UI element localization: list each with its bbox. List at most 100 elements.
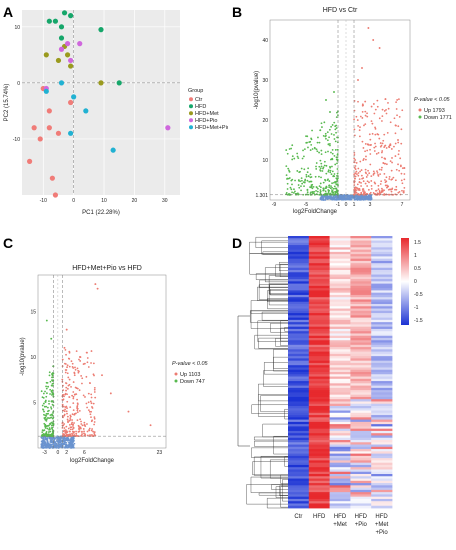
volcano-b-point-down xyxy=(334,187,337,190)
volcano-b-point-up xyxy=(358,178,361,181)
volcano-b-point-down xyxy=(307,146,309,149)
volcano-c-point-ns xyxy=(59,443,62,446)
volcano-b-point-down xyxy=(334,140,337,143)
volcano-c-point-up xyxy=(62,389,65,392)
pca-point xyxy=(68,63,74,69)
volcano-b-point-up xyxy=(366,112,368,115)
volcano-b-title: HFD vs Ctr xyxy=(323,7,358,14)
volcano-c-point-outlier xyxy=(78,355,81,358)
volcano-b-point-down xyxy=(319,189,322,191)
heatmap-cell xyxy=(371,240,393,244)
heatmap-cell xyxy=(371,290,393,294)
volcano-b-point-down xyxy=(328,189,331,192)
volcano-c-point-down xyxy=(48,371,51,374)
volcano-c-point-up xyxy=(78,389,81,392)
volcano-b-point-down xyxy=(319,167,322,170)
heatmap-cell xyxy=(329,496,351,500)
heatmap-cell xyxy=(350,374,372,377)
volcano-b-point-down xyxy=(330,158,332,161)
volcano-b-point-down xyxy=(286,177,289,180)
heatmap-cell xyxy=(371,319,393,323)
heatmap-cell xyxy=(371,281,393,284)
heatmap-cell xyxy=(288,319,310,323)
volcano-b-point-up xyxy=(354,168,357,171)
heatmap-cell xyxy=(350,272,372,275)
volcano-b-point-down xyxy=(309,192,312,194)
heatmap-cell xyxy=(308,260,330,264)
heatmap-cell xyxy=(371,410,393,414)
heatmap-cell xyxy=(308,474,330,477)
volcano-c-point-up xyxy=(66,431,69,434)
volcano-b-point-down xyxy=(328,184,330,187)
heatmap-cell xyxy=(308,410,330,414)
volcano-b-point-down xyxy=(324,179,327,182)
pca-point xyxy=(58,46,65,52)
heatmap-cell xyxy=(350,494,372,498)
volcano-b-point-down xyxy=(306,179,309,182)
heatmap-cell xyxy=(329,383,351,386)
heatmap-cell xyxy=(329,401,351,405)
volcano-b-point-up xyxy=(399,157,402,160)
volcano-c-point-up xyxy=(88,427,91,430)
heatmap-cell xyxy=(308,492,330,495)
volcano-c-point-ns xyxy=(50,443,53,446)
volcano-b-point-down xyxy=(309,186,312,188)
heatmap-cell xyxy=(350,383,372,386)
heatmap-cell xyxy=(288,394,310,398)
volcano-c-point-down xyxy=(40,390,43,393)
heatmap-cell xyxy=(350,496,372,500)
heatmap-cell xyxy=(329,433,351,436)
heatmap-cell xyxy=(308,503,330,507)
volcano-c-point-up xyxy=(75,430,77,433)
heatmap-cell xyxy=(329,449,351,452)
heatmap-cell xyxy=(308,390,330,393)
pca-y-tick: -10 xyxy=(13,137,20,143)
pca-legend-label: Ctr xyxy=(195,97,203,103)
heatmap-cell xyxy=(308,324,330,328)
heatmap-cell xyxy=(288,299,310,303)
heatmap-cell xyxy=(288,453,310,457)
heatmap-cell xyxy=(371,419,393,423)
volcano-b-point-up xyxy=(368,192,371,195)
pca-point xyxy=(31,125,37,131)
volcano-b-point-up xyxy=(373,112,376,115)
heatmap-cell xyxy=(350,304,372,307)
volcano-b-point-up xyxy=(361,104,364,107)
volcano-b-point-down xyxy=(321,126,323,128)
heatmap-cell xyxy=(329,428,351,432)
volcano-b-point-up xyxy=(400,128,403,131)
volcano-c-point-down xyxy=(51,432,54,435)
heatmap-cell xyxy=(308,245,330,248)
heatmap-cell xyxy=(308,496,330,500)
volcano-b-point-up xyxy=(373,150,376,152)
heatmap-cell xyxy=(371,455,393,459)
heatmap-cell xyxy=(329,358,351,362)
volcano-c-point-up xyxy=(63,427,66,429)
heatmap-cell xyxy=(288,464,310,468)
volcano-c-point-up xyxy=(73,422,75,424)
volcano-c-point-up xyxy=(65,386,68,389)
volcano-c-point-up xyxy=(72,402,75,405)
heatmap-cell xyxy=(308,430,330,434)
heatmap-cell xyxy=(350,372,372,375)
volcano-c-point-down xyxy=(51,374,54,377)
volcano-c-point-up xyxy=(92,402,95,405)
heatmap-cell xyxy=(371,360,393,364)
volcano-b-point-up xyxy=(395,108,398,110)
heatmap-cell xyxy=(371,258,393,262)
volcano-c-point-down xyxy=(50,373,53,375)
volcano-c-point-down xyxy=(50,421,53,424)
heatmap-cell xyxy=(288,410,310,414)
volcano-b-point-up xyxy=(375,152,378,155)
heatmap-cell xyxy=(350,394,372,398)
heatmap-cell xyxy=(288,349,310,352)
volcano-b-point-down xyxy=(290,188,293,191)
volcano-b-point-down xyxy=(288,148,291,150)
heatmap-cell xyxy=(288,403,310,407)
volcano-b-point-up xyxy=(361,110,364,113)
heatmap-cell xyxy=(288,254,310,257)
heatmap-cell xyxy=(371,304,393,307)
volcano-b-point-up xyxy=(374,127,377,130)
dendrogram-branch xyxy=(267,290,288,302)
volcano-c-point-up xyxy=(78,358,80,361)
